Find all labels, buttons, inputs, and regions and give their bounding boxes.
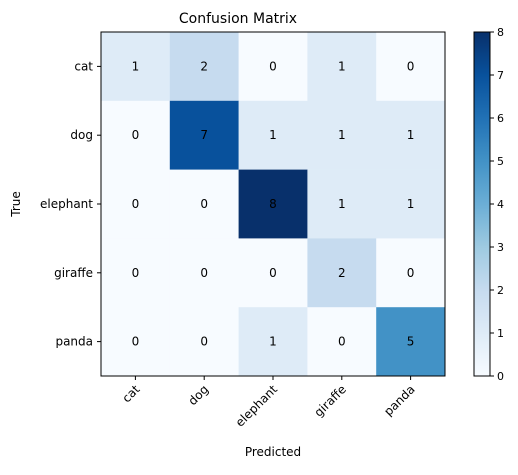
cell-value-label: 0	[200, 266, 208, 280]
cell-value-label: 0	[132, 128, 140, 142]
heatmap-cell	[169, 100, 239, 170]
cell-value-label: 1	[407, 197, 415, 211]
cell-value-label: 0	[200, 335, 208, 349]
cell-value-label: 1	[338, 128, 346, 142]
heatmap-cell	[376, 32, 446, 102]
x-tick-label: dog	[185, 382, 211, 408]
heatmap-cell	[169, 169, 239, 239]
x-axis-label: Predicted	[245, 445, 301, 459]
cell-value-label: 0	[407, 59, 415, 73]
colorbar: 0 1 2 3 4 5 6 7 8	[473, 26, 504, 383]
y-tick-label: giraffe	[54, 266, 93, 280]
heatmap-cell	[238, 238, 308, 308]
cell-value-label: 8	[269, 197, 277, 211]
cell-value-label: 1	[132, 59, 140, 73]
x-tick-label: elephant	[233, 382, 281, 430]
heatmap-cell	[101, 238, 171, 308]
cell-value-label: 0	[132, 197, 140, 211]
y-tick-label: elephant	[40, 197, 93, 211]
heatmap-cell	[307, 100, 377, 170]
colorbar-tick-label: 5	[497, 155, 504, 168]
cell-value-label: 1	[338, 197, 346, 211]
cell-value-label: 0	[407, 266, 415, 280]
heatmap-cell	[101, 100, 171, 170]
heatmap-cell	[101, 32, 171, 102]
cell-value-label: 1	[338, 59, 346, 73]
y-tick-label: dog	[70, 128, 93, 142]
heatmap-cell	[169, 32, 239, 102]
colorbar-tick-label: 8	[497, 26, 504, 39]
cell-value-label: 7	[200, 128, 208, 142]
heatmap-cell	[238, 32, 308, 102]
heatmap-cell	[307, 32, 377, 102]
colorbar-tick-label: 2	[497, 284, 504, 297]
cell-value-label: 0	[132, 266, 140, 280]
cell-value-label: 1	[407, 128, 415, 142]
heatmap-cell	[101, 169, 171, 239]
y-axis-label: True	[9, 191, 23, 218]
colorbar-tick-label: 6	[497, 112, 504, 125]
heatmap-cell	[238, 100, 308, 170]
heatmap-cell	[376, 100, 446, 170]
cell-value-label: 0	[132, 335, 140, 349]
y-axis-ticks: cat dog elephant giraffe panda	[40, 59, 101, 349]
heatmap-cell	[169, 307, 239, 377]
cell-value-label: 1	[269, 128, 277, 142]
colorbar-gradient	[473, 31, 491, 377]
heatmap-cells	[101, 32, 446, 377]
colorbar-tick-label: 0	[497, 370, 504, 383]
y-tick-label: panda	[55, 335, 93, 349]
heatmap-cell	[169, 238, 239, 308]
heatmap-cell	[238, 169, 308, 239]
heatmap-cell	[376, 169, 446, 239]
cell-value-label: 0	[338, 335, 346, 349]
heatmap-cell	[307, 238, 377, 308]
x-tick-label: panda	[381, 382, 417, 418]
x-tick-label: giraffe	[312, 382, 349, 419]
cell-value-labels: 1 2 0 1 0 0 7 1 1 1 0 0 8 1 1 0 0 0 2 0 0 0 1 0 5	[132, 59, 415, 348]
cell-value-label: 0	[269, 266, 277, 280]
heatmap-cell	[376, 307, 446, 377]
cell-value-label: 0	[200, 197, 208, 211]
y-tick-label: cat	[74, 59, 93, 73]
cell-value-label: 2	[338, 266, 346, 280]
colorbar-tick-label: 7	[497, 69, 504, 82]
heatmap-cell	[238, 307, 308, 377]
cell-value-label: 0	[269, 59, 277, 73]
colorbar-tick-label: 1	[497, 327, 504, 340]
cell-value-label: 5	[407, 335, 415, 349]
heatmap-cell	[376, 238, 446, 308]
heatmap-cell	[101, 307, 171, 377]
chart-title: Confusion Matrix	[179, 11, 297, 27]
cell-value-label: 2	[200, 59, 208, 73]
x-axis-ticks: cat dog elephant giraffe panda	[119, 376, 418, 430]
colorbar-tick-label: 4	[497, 198, 504, 211]
heatmap-cell	[307, 169, 377, 239]
colorbar-tick-label: 3	[497, 241, 504, 254]
x-tick-label: cat	[119, 382, 142, 405]
heatmap-cell	[307, 307, 377, 377]
cell-value-label: 1	[269, 335, 277, 349]
